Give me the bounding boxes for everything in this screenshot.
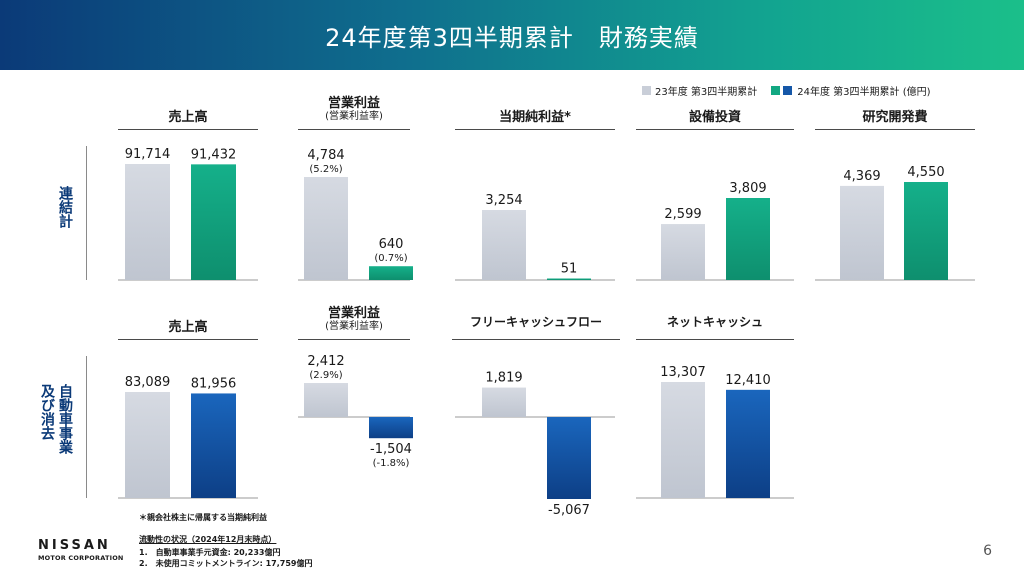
bar-current-year (191, 164, 236, 280)
data-label: 4,369 (843, 169, 880, 184)
panel-title-c-capex: 設備投資 (636, 106, 794, 125)
bar-prev-year (482, 387, 526, 417)
panel-title-text: フリーキャッシュフロー (469, 315, 602, 329)
bar-prev-year (661, 224, 705, 280)
panel-title-text: 営業利益 (327, 96, 380, 111)
legend-item-prev: 23年度 第3四半期累計 (642, 83, 757, 98)
bar-prev-year (125, 164, 170, 280)
logo-sub-text: MOTOR CORPORATION (38, 554, 124, 562)
liquidity-title: 流動性の状況（2024年12月末時点） (139, 535, 277, 544)
panel-title-a-sales: 売上高 (118, 316, 258, 335)
panel-rule (636, 129, 794, 130)
page-title: 24年度第3四半期累計 財務実績 (325, 23, 699, 52)
bar-prev-year (304, 177, 348, 280)
data-label: -1,504 (370, 442, 412, 457)
data-label: 3,254 (485, 193, 522, 208)
bar-current-year (369, 266, 413, 280)
data-label: 2,412 (307, 354, 344, 369)
footnote: ＊親会社株主に帰属する当期純利益 (139, 513, 267, 522)
legend: 23年度 第3四半期累計 24年度 第3四半期累計 (億円) (642, 83, 945, 98)
panel-title-c-sales: 売上高 (118, 106, 258, 125)
panel-title-c-net: 当期純利益* (455, 106, 615, 125)
data-label: -5,067 (548, 503, 590, 518)
panel-title-a-fcf: フリーキャッシュフロー (452, 313, 620, 330)
data-sublabel: (0.7%) (374, 253, 407, 264)
panel-title-text: ネットキャッシュ (666, 315, 763, 329)
panel-title-c-rd: 研究開発費 (815, 106, 975, 125)
page-number: 6 (983, 543, 992, 559)
bar-prev-year (125, 392, 170, 498)
data-label: 1,819 (485, 371, 522, 386)
panel-title-sub: (営業利益率) (325, 321, 383, 332)
panel-title-text: 設備投資 (688, 110, 741, 125)
panel-title-text: 当期純利益* (499, 110, 571, 125)
data-label: 12,410 (725, 373, 771, 388)
legend-swatch-cur-green (771, 86, 781, 95)
row-rule (86, 146, 87, 280)
liquidity-item: 1. 自動車事業手元資金: 20,233億円 (139, 548, 281, 557)
legend-swatch-cur-blue (783, 86, 793, 95)
bar-current-year (369, 417, 413, 439)
panel-title-text: 営業利益 (327, 306, 380, 321)
panel-title-sub: (営業利益率) (325, 111, 383, 122)
liquidity-item: 2. 未使用コミットメントライン: 17,759億円 (139, 559, 313, 568)
panel-title-text: 売上高 (168, 110, 208, 125)
data-label: 4,784 (307, 148, 344, 163)
logo-main-text: NISSAN (38, 538, 111, 553)
bar-prev-year (304, 383, 348, 417)
bar-prev-year (840, 185, 884, 280)
panel-rule (815, 129, 975, 130)
panel-rule (298, 129, 410, 130)
data-label: 13,307 (660, 365, 706, 380)
bar-current-year (191, 393, 236, 498)
panel-rule (118, 339, 258, 340)
data-label: 91,432 (191, 147, 237, 162)
bar-current-year (904, 182, 948, 280)
data-label: 2,599 (664, 207, 701, 222)
panel-title-c-op: 営業利益 (営業利益率) (298, 96, 410, 123)
bar-current-year (547, 417, 591, 499)
legend-label-prev: 23年度 第3四半期累計 (655, 87, 758, 98)
data-sublabel: (2.9%) (309, 370, 342, 381)
row-label-consolidated: 連結計 (57, 186, 73, 228)
legend-swatch-prev (642, 86, 651, 95)
header-banner (0, 0, 1024, 70)
legend-item-cur: 24年度 第3四半期累計 (億円) (771, 83, 931, 98)
data-label: 91,714 (125, 147, 171, 162)
data-sublabel: (5.2%) (309, 164, 342, 175)
legend-label-cur: 24年度 第3四半期累計 (億円) (797, 87, 931, 98)
panel-title-text: 研究開発費 (862, 110, 928, 125)
row-label-auto: 自動車事業 及び消去 (39, 384, 73, 454)
panel-rule (636, 339, 794, 340)
panel-rule (298, 339, 410, 340)
data-label: 51 (561, 262, 578, 277)
data-label: 81,956 (191, 376, 237, 391)
panel-rule (455, 129, 615, 130)
panel-rule (118, 129, 258, 130)
panel-title-text: 売上高 (168, 320, 208, 335)
data-label: 4,550 (907, 165, 944, 180)
bar-prev-year (482, 210, 526, 280)
data-sublabel: (-1.8%) (373, 458, 410, 469)
bar-current-year (726, 389, 770, 498)
nissan-logo: NISSAN MOTOR CORPORATION (38, 538, 124, 562)
panel-rule (452, 339, 620, 340)
panel-title-a-cash: ネットキャッシュ (636, 313, 794, 330)
bar-prev-year (661, 382, 705, 498)
row-rule (86, 356, 87, 498)
bar-current-year (547, 278, 591, 280)
data-label: 83,089 (125, 375, 171, 390)
data-label: 640 (379, 237, 404, 252)
panel-title-a-op: 営業利益 (営業利益率) (298, 306, 410, 333)
data-label: 3,809 (729, 181, 766, 196)
bar-current-year (726, 198, 770, 280)
